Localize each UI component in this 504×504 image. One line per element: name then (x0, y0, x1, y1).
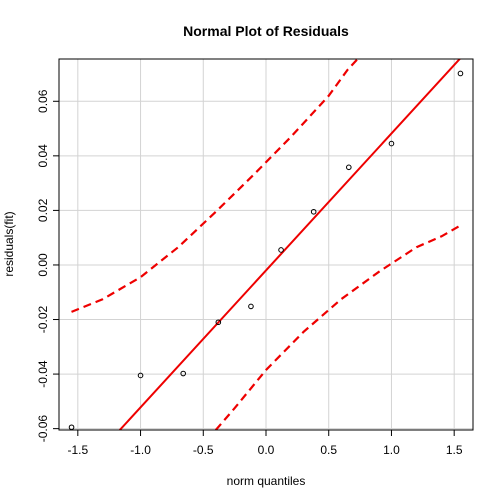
y-tick-label: 0.00 (36, 253, 50, 277)
data-point (279, 248, 284, 253)
chart-title: Normal Plot of Residuals (183, 23, 349, 39)
x-tick-label: -0.5 (193, 443, 214, 457)
x-tick-label: -1.0 (130, 443, 151, 457)
y-axis: -0.06 -0.04 -0.02 0.00 0.02 0.04 0.06 (36, 89, 59, 442)
upper-confidence-band (72, 59, 358, 312)
x-axis-label: norm quantiles (227, 474, 306, 488)
x-axis: -1.5 -1.0 -0.5 0.0 0.5 1.0 1.5 (67, 430, 462, 457)
data-point (347, 165, 352, 170)
y-tick-label: 0.06 (36, 89, 50, 113)
grid-lines (59, 59, 473, 430)
y-axis-label: residuals(fit) (2, 211, 16, 276)
x-tick-label: 1.5 (446, 443, 463, 457)
y-tick-label: -0.06 (36, 415, 50, 443)
data-point (249, 304, 254, 309)
data-point (458, 71, 463, 76)
x-tick-label: 1.0 (383, 443, 400, 457)
x-tick-label: 0.0 (258, 443, 275, 457)
x-tick-label: -1.5 (67, 443, 88, 457)
y-tick-label: -0.04 (36, 360, 50, 388)
y-tick-label: -0.02 (36, 306, 50, 334)
y-tick-label: 0.02 (36, 198, 50, 222)
y-tick-label: 0.04 (36, 144, 50, 168)
lower-confidence-band (216, 225, 461, 430)
x-tick-label: 0.5 (320, 443, 337, 457)
data-point (181, 371, 186, 376)
